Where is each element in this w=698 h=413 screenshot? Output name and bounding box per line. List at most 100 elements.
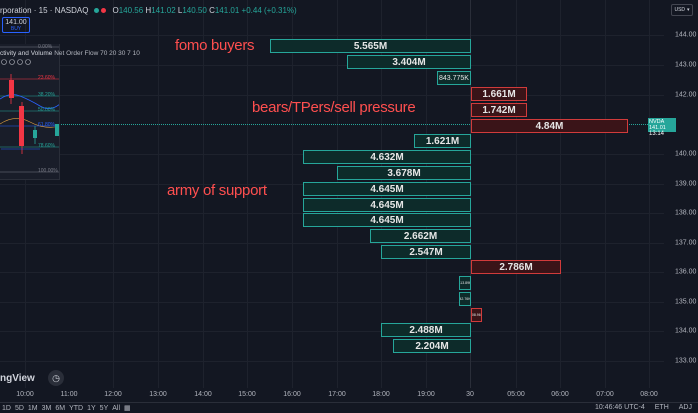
- replay-icon[interactable]: ◷: [48, 370, 64, 386]
- volume-block-buy[interactable]: 1.621M: [414, 134, 471, 148]
- current-price: 141.01: [649, 125, 666, 131]
- buy-price-button[interactable]: 141.00 BUY: [2, 17, 30, 33]
- range-1m[interactable]: 1M: [27, 404, 38, 412]
- market-status-icon: [94, 7, 100, 13]
- time-tick-label: 17:00: [328, 391, 346, 398]
- volume-block-buy[interactable]: 3.404M: [347, 55, 471, 69]
- price-tick-label: 136.00: [675, 268, 697, 276]
- volume-block-buy[interactable]: 3.678M: [337, 166, 471, 180]
- candle-body: [19, 106, 24, 146]
- settings-icon[interactable]: [9, 59, 15, 65]
- inset-chart-svg: [0, 46, 59, 173]
- range-1d[interactable]: 1D: [2, 404, 11, 412]
- chevron-down-icon: ▾: [687, 7, 690, 13]
- price-tick-label: 134.00: [675, 327, 697, 335]
- currency-selector[interactable]: USD ▾: [671, 4, 693, 16]
- grid-line: [0, 95, 664, 96]
- fib-label: 50.00%: [38, 107, 55, 113]
- grid-line: [247, 0, 248, 388]
- fib-label: 38.20%: [38, 92, 55, 98]
- volume-block-sell[interactable]: 1.742M: [471, 103, 527, 117]
- ticker-symbol: NVDA: [649, 119, 664, 125]
- adjust-toggle[interactable]: ADJ: [678, 404, 692, 411]
- annotation-fomo-buyers[interactable]: fomo buyers: [175, 37, 255, 54]
- buy-price: 141.00: [5, 19, 27, 26]
- range-1y[interactable]: 1Y: [87, 404, 96, 412]
- moving-average-line: [0, 118, 59, 128]
- close-icon[interactable]: [17, 59, 23, 65]
- volume-block-buy[interactable]: 4.645M: [303, 213, 471, 227]
- footer-status: 10:46:46 UTC-4 ETH ADJ: [595, 404, 692, 411]
- more-icon[interactable]: [25, 59, 31, 65]
- buy-label: BUY: [10, 26, 22, 32]
- price-tick-label: 140.00: [675, 150, 697, 158]
- grid-line: [158, 0, 159, 388]
- annotation-sell-pressure[interactable]: bears/TPers/sell pressure: [252, 99, 416, 116]
- volume-block-buy[interactable]: 2.662M: [370, 229, 471, 243]
- time-tick-label: 08:00: [640, 391, 658, 398]
- indicator-params: Net Order Flow 70 20 30 7 10: [54, 50, 140, 57]
- volume-block-buy[interactable]: 42.76K: [459, 292, 471, 306]
- symbol-title[interactable]: rporation · 15 · NASDAQ: [0, 5, 89, 15]
- grid-line: [203, 0, 204, 388]
- range-all[interactable]: All: [112, 404, 121, 412]
- range-3m[interactable]: 3M: [41, 404, 52, 412]
- close-value: 141.01: [214, 5, 240, 15]
- price-axis[interactable]: [664, 0, 698, 413]
- time-tick-label: 14:00: [194, 391, 212, 398]
- time-tick-label: 16:00: [283, 391, 301, 398]
- annotation-army-of-support[interactable]: army of support: [167, 182, 267, 199]
- grid-line: [0, 35, 664, 36]
- date-range-icon[interactable]: ▦: [124, 405, 131, 412]
- candle-body: [9, 80, 14, 98]
- range-6m[interactable]: 6M: [55, 404, 66, 412]
- range-ytd[interactable]: YTD: [69, 404, 84, 412]
- high-value: 141.02: [151, 5, 176, 15]
- current-price-label[interactable]: NVDA 141.01 13:14: [648, 118, 676, 137]
- currency-label: USD: [674, 7, 686, 13]
- clock[interactable]: 10:46:46 UTC-4: [594, 404, 645, 411]
- grid-line: [113, 0, 114, 388]
- volume-block-buy[interactable]: 4.645M: [303, 198, 471, 212]
- volume-block-buy[interactable]: 5.565M: [270, 39, 471, 53]
- volume-block-buy[interactable]: 2.488M: [381, 323, 471, 337]
- volume-block-buy[interactable]: 113.89K: [459, 276, 471, 290]
- grid-line: [0, 302, 664, 303]
- volume-block-buy[interactable]: 4.645M: [303, 182, 471, 196]
- volume-block-sell[interactable]: 108.96K: [471, 308, 482, 322]
- price-tick-label: 138.00: [675, 209, 697, 217]
- price-tick-label: 133.00: [675, 357, 697, 365]
- close-label: C: [209, 5, 215, 15]
- candle-body: [33, 130, 37, 138]
- time-tick-label: 06:00: [551, 391, 569, 398]
- volume-block-buy[interactable]: 4.632M: [303, 150, 471, 164]
- change-value: +0.44 (+0.31%): [241, 5, 297, 15]
- time-tick-label: 18:00: [372, 391, 390, 398]
- volume-block-sell[interactable]: 1.661M: [471, 87, 527, 101]
- grid-line: [649, 0, 650, 388]
- session-toggle[interactable]: ETH: [654, 404, 669, 411]
- range-5y[interactable]: 5Y: [99, 404, 109, 412]
- tradingview-logo[interactable]: ngView: [0, 373, 35, 384]
- low-value: 140.50: [182, 5, 207, 15]
- fib-label: 0.00%: [38, 44, 53, 50]
- volume-block-buy[interactable]: 2.547M: [381, 245, 471, 259]
- eye-icon[interactable]: [1, 59, 7, 65]
- volume-block-buy[interactable]: 2.204M: [393, 339, 471, 353]
- volume-block-sell[interactable]: 4.84M: [471, 119, 628, 133]
- time-tick-label: 07:00: [596, 391, 614, 398]
- grid-line: [0, 331, 664, 332]
- range-5d[interactable]: 5D: [14, 404, 24, 412]
- indicator-legend[interactable]: ctivity and Volume Net Order Flow 70 20 …: [0, 50, 140, 57]
- time-tick-label: 11:00: [60, 391, 78, 398]
- price-tick-label: 142.00: [675, 91, 697, 99]
- inset-chart[interactable]: 0.00% 23.60% 38.20% 50.00% 61.80% 78.60%…: [0, 44, 60, 180]
- price-tick-label: 143.00: [675, 61, 697, 69]
- volume-block-buy[interactable]: 843.775K: [437, 71, 471, 85]
- grid-line: [0, 65, 664, 66]
- fib-label: 78.60%: [38, 143, 55, 149]
- price-tick-label: 137.00: [675, 239, 697, 247]
- chart-area[interactable]: rporation · 15 · NASDAQ O140.56 H141.02 …: [0, 0, 664, 388]
- volume-block-sell[interactable]: 2.786M: [471, 260, 561, 274]
